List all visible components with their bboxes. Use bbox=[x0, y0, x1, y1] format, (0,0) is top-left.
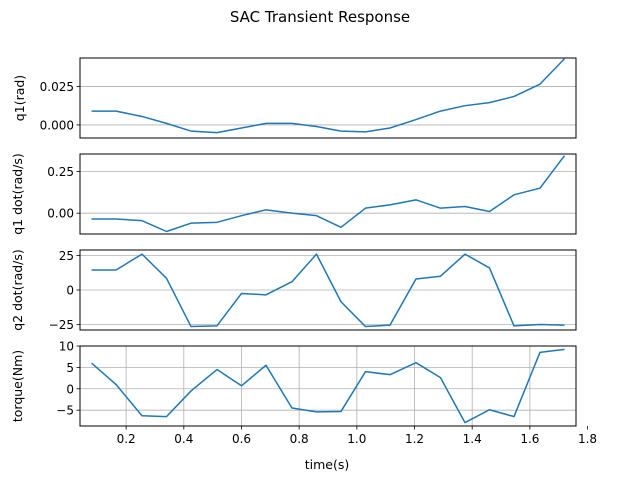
y-axis-label: torque(Nm) bbox=[10, 350, 25, 422]
subplot-1: 0.000 0.025 q1(rad) bbox=[12, 57, 577, 139]
xtick-label: 1.6 bbox=[520, 432, 539, 446]
ytick-label: 25 bbox=[59, 249, 74, 263]
axes-frame bbox=[79, 345, 577, 427]
ytick-label: −5 bbox=[56, 404, 74, 418]
y-axis-label: q1(rad) bbox=[12, 75, 27, 121]
xtick-label: 1.4 bbox=[463, 432, 482, 446]
xtick-label: 0.8 bbox=[290, 432, 309, 446]
xtick-label: 0.4 bbox=[174, 432, 193, 446]
ytick-label: 0.000 bbox=[40, 118, 74, 132]
xtick-label: 0.2 bbox=[117, 432, 136, 446]
series-line bbox=[91, 58, 566, 134]
ytick-label: 5 bbox=[66, 361, 74, 375]
chart-title: SAC Transient Response bbox=[230, 8, 410, 26]
ytick-label: 0.00 bbox=[47, 207, 74, 221]
ytick-label: 0 bbox=[66, 284, 74, 298]
xtick-label: 0.6 bbox=[232, 432, 251, 446]
subplot-2: 0.00 0.25 q1 dot(rad/s) bbox=[10, 153, 577, 235]
axes-frame bbox=[79, 249, 577, 331]
axes-frame bbox=[79, 153, 577, 235]
ytick-label: 0.025 bbox=[40, 80, 74, 94]
ytick-label: 0 bbox=[66, 382, 74, 396]
axes-frame bbox=[79, 57, 577, 139]
y-axis-label: q1 dot(rad/s) bbox=[10, 153, 25, 235]
series-line bbox=[91, 348, 565, 424]
ytick-label: −25 bbox=[49, 318, 74, 332]
x-axis-label: time(s) bbox=[305, 457, 350, 472]
series-line bbox=[91, 155, 566, 233]
subplot-4: −5 0 5 10 torque(Nm) bbox=[10, 340, 577, 427]
y-axis-label: q2 dot(rad/s) bbox=[10, 249, 25, 331]
series-line bbox=[91, 253, 565, 328]
ytick-label: 0.25 bbox=[47, 165, 74, 179]
x-axis: 0.2 0.4 0.6 0.8 1.0 1.2 1.4 1.6 1.8 bbox=[117, 426, 597, 446]
xtick-label: 1.2 bbox=[405, 432, 424, 446]
xtick-label: 1.0 bbox=[347, 432, 366, 446]
xtick-label: 1.8 bbox=[578, 432, 597, 446]
ytick-label: 10 bbox=[59, 340, 74, 354]
subplot-3: −25 0 25 q2 dot(rad/s) bbox=[10, 249, 577, 332]
